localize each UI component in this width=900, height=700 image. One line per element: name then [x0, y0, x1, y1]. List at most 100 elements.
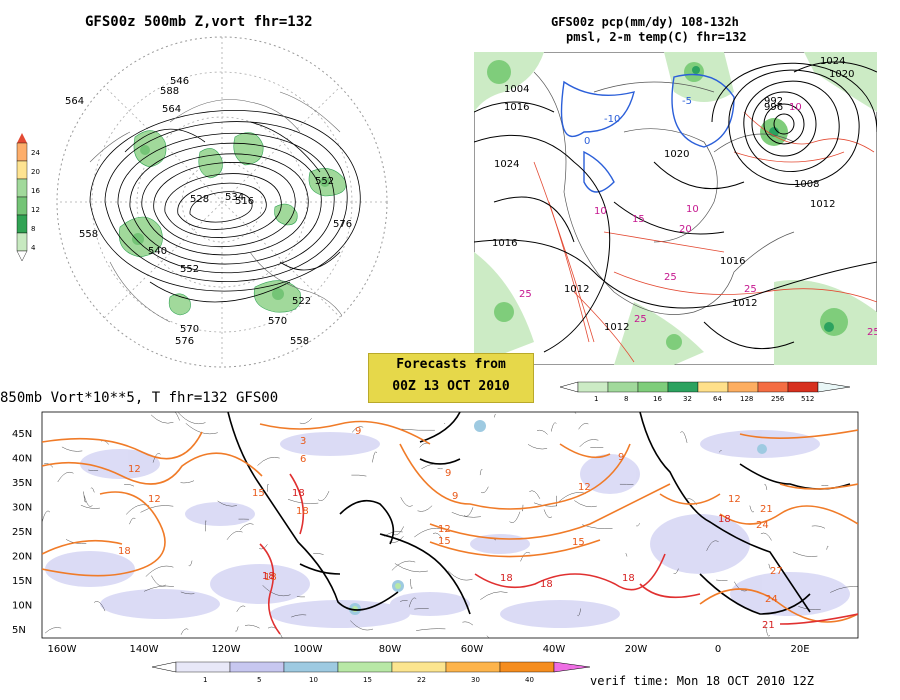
streamline — [529, 490, 541, 499]
isobar-label: 996 — [764, 102, 783, 113]
streamline — [673, 568, 679, 574]
streamline — [760, 532, 772, 541]
streamline — [764, 483, 768, 490]
lon-label: 100W — [294, 644, 323, 655]
lat-label: 20N — [12, 552, 32, 563]
streamline — [180, 480, 195, 484]
temp-label: -10 — [604, 114, 620, 125]
streamline — [410, 578, 413, 589]
streamline — [543, 509, 553, 518]
streamline — [706, 540, 719, 551]
streamline — [479, 468, 483, 476]
tropical-850mb-map: 12 12 18 18 18 15 9 9 9 12 15 15 12 9 12… — [12, 411, 859, 655]
temp-label: 9 — [355, 426, 361, 437]
streamline — [462, 621, 474, 626]
colorbar-cell — [16, 196, 28, 216]
temp-label: 12 — [438, 524, 451, 535]
isobar-label: 1024 — [820, 56, 845, 67]
colorbar-label: 1 — [203, 676, 207, 684]
streamline — [44, 627, 62, 634]
streamline — [124, 484, 135, 487]
colorbar-label: 8 — [31, 225, 35, 233]
temp-label: 18 — [118, 546, 131, 557]
streamline — [480, 486, 489, 494]
colorbar-label: 20 — [31, 168, 40, 176]
colorbar-cell — [16, 232, 28, 252]
streamline — [140, 505, 174, 513]
streamline — [90, 487, 95, 493]
height-label: 570 — [180, 324, 199, 335]
streamline — [151, 575, 166, 587]
precip-colorbar: 1 8 16 32 64 128 256 512 — [560, 381, 851, 403]
colorbar-label: 24 — [31, 149, 40, 157]
streamline — [351, 426, 364, 433]
colorbar-label: 32 — [683, 395, 692, 403]
colorbar-label: 4 — [31, 244, 36, 252]
streamline — [400, 497, 413, 507]
temp-label: 25 — [519, 289, 532, 300]
polar-500mb-map: 546 588 564 564 528 534 516 552 540 552 … — [56, 36, 388, 368]
colorbar-label: 256 — [771, 395, 785, 403]
temp-label: 18 — [296, 506, 309, 517]
height-label: 564 — [162, 104, 181, 115]
streamline — [509, 511, 521, 523]
temp-label: 21 — [762, 620, 775, 631]
streamline — [391, 560, 416, 571]
temp-label: 27 — [770, 566, 783, 577]
streamline — [447, 570, 473, 581]
lat-label: 5N — [12, 625, 26, 636]
streamline — [811, 525, 826, 529]
isobar-label: 1016 — [720, 256, 745, 267]
streamline — [239, 523, 254, 531]
isobar-label: 1016 — [492, 238, 517, 249]
streamline — [291, 614, 307, 618]
streamline — [244, 624, 260, 629]
isobar-label: 1012 — [564, 284, 589, 295]
streamline — [574, 412, 577, 414]
temp-label: 18 — [540, 579, 553, 590]
height-label: 546 — [170, 76, 189, 87]
colorbar-label: 128 — [740, 395, 753, 403]
lat-label: 25N — [12, 527, 32, 538]
panel1-title: GFS00z 500mb Z,vort fhr=132 — [85, 14, 313, 30]
isobar-label: 1016 — [504, 102, 529, 113]
streamline — [262, 585, 291, 597]
lon-label: 60W — [461, 644, 484, 655]
streamline — [313, 553, 324, 555]
streamline — [217, 500, 237, 507]
lon-label: 120W — [212, 644, 241, 655]
isobar-label: 1004 — [504, 84, 529, 95]
streamline — [350, 620, 374, 631]
streamline — [267, 483, 269, 492]
isobar-label: 1020 — [829, 69, 854, 80]
isobar-label: 1012 — [604, 322, 629, 333]
panel3-title: 850mb Vort*10**5, T fhr=132 GFS00 — [0, 390, 279, 406]
colorbar-label: 22 — [417, 676, 426, 684]
temp-label: 25 — [744, 284, 757, 295]
lat-label: 30N — [12, 503, 32, 514]
vorticity-850-colorbar: 1 5 10 15 22 30 40 — [152, 661, 591, 684]
streamline — [80, 504, 100, 509]
streamline — [129, 517, 136, 525]
streamline — [830, 586, 858, 593]
temp-label: 21 — [760, 504, 773, 515]
streamline — [416, 628, 446, 631]
isobar-label: 992 — [764, 96, 783, 107]
streamline — [579, 439, 599, 447]
temp-label: 25 — [664, 272, 677, 283]
height-label: 570 — [268, 316, 287, 327]
colorbar-label: 30 — [471, 676, 480, 684]
streamline — [527, 444, 548, 450]
temp-label: 12 — [128, 464, 141, 475]
temp-label: 9 — [618, 452, 624, 463]
streamline — [399, 599, 408, 602]
temp-label: 12 — [728, 494, 741, 505]
temp-label: 9 — [452, 491, 458, 502]
streamline — [451, 512, 481, 518]
lat-label: 40N — [12, 454, 32, 465]
temp-label: 10 — [789, 102, 802, 113]
colorbar-label: 5 — [257, 676, 261, 684]
streamline — [42, 510, 51, 523]
temp-label: 12 — [148, 494, 161, 505]
height-label: 522 — [292, 296, 311, 307]
